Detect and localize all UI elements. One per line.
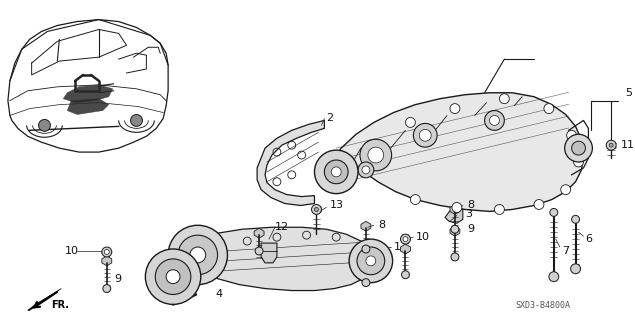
Polygon shape xyxy=(318,93,584,212)
Circle shape xyxy=(573,157,584,167)
Circle shape xyxy=(451,253,459,261)
Circle shape xyxy=(451,225,459,233)
Polygon shape xyxy=(361,221,371,231)
Text: FR.: FR. xyxy=(51,300,69,310)
Circle shape xyxy=(366,140,376,150)
Circle shape xyxy=(314,207,318,212)
Circle shape xyxy=(544,104,554,114)
Circle shape xyxy=(331,167,341,177)
Circle shape xyxy=(178,235,218,275)
Text: 10: 10 xyxy=(65,246,79,256)
Polygon shape xyxy=(361,248,371,258)
Circle shape xyxy=(368,147,384,163)
Circle shape xyxy=(609,143,613,147)
Circle shape xyxy=(360,139,392,171)
Text: 5: 5 xyxy=(625,88,632,98)
Text: 4: 4 xyxy=(216,289,223,299)
Text: 10: 10 xyxy=(415,232,429,242)
Circle shape xyxy=(499,94,509,104)
Polygon shape xyxy=(257,120,324,205)
Text: 11: 11 xyxy=(621,140,635,150)
Polygon shape xyxy=(450,226,460,236)
Circle shape xyxy=(565,134,592,162)
Polygon shape xyxy=(28,289,62,310)
Circle shape xyxy=(357,247,385,275)
Circle shape xyxy=(413,124,437,147)
Text: 6: 6 xyxy=(585,234,592,244)
Text: 8: 8 xyxy=(467,199,474,210)
Text: 8: 8 xyxy=(378,220,385,230)
Circle shape xyxy=(331,167,341,177)
Polygon shape xyxy=(401,244,410,254)
Circle shape xyxy=(366,256,376,266)
Circle shape xyxy=(102,247,112,257)
Circle shape xyxy=(168,225,227,284)
Text: 3: 3 xyxy=(465,209,472,220)
Polygon shape xyxy=(64,85,113,103)
Text: 7: 7 xyxy=(562,246,569,256)
Text: 13: 13 xyxy=(330,199,344,210)
Circle shape xyxy=(606,140,616,150)
Circle shape xyxy=(410,195,420,204)
Circle shape xyxy=(572,215,580,223)
Circle shape xyxy=(166,270,180,284)
Circle shape xyxy=(312,204,321,214)
Polygon shape xyxy=(450,204,460,214)
Circle shape xyxy=(485,110,504,130)
Circle shape xyxy=(561,185,571,195)
Circle shape xyxy=(450,104,460,114)
Circle shape xyxy=(571,264,580,274)
Circle shape xyxy=(362,279,370,287)
Text: 1: 1 xyxy=(394,242,401,252)
Circle shape xyxy=(401,271,410,279)
Circle shape xyxy=(362,166,370,174)
Circle shape xyxy=(39,119,50,131)
Circle shape xyxy=(349,239,392,283)
Circle shape xyxy=(131,115,142,126)
Circle shape xyxy=(104,250,109,254)
Circle shape xyxy=(406,117,415,127)
Circle shape xyxy=(490,116,499,125)
Circle shape xyxy=(358,162,374,178)
Circle shape xyxy=(324,160,348,184)
Circle shape xyxy=(550,208,558,216)
Circle shape xyxy=(156,259,191,294)
Circle shape xyxy=(401,234,410,244)
Circle shape xyxy=(403,237,408,242)
Text: 9: 9 xyxy=(115,274,122,284)
Circle shape xyxy=(534,200,544,210)
Circle shape xyxy=(103,284,110,292)
Polygon shape xyxy=(196,227,374,291)
Text: 12: 12 xyxy=(275,222,289,232)
Polygon shape xyxy=(261,243,277,263)
Circle shape xyxy=(255,247,263,255)
Circle shape xyxy=(572,141,585,155)
Circle shape xyxy=(495,204,504,214)
Polygon shape xyxy=(254,228,264,238)
Text: SXD3-B4800A: SXD3-B4800A xyxy=(516,301,571,310)
Circle shape xyxy=(190,247,206,263)
Circle shape xyxy=(419,129,431,141)
Text: 2: 2 xyxy=(326,114,333,124)
Circle shape xyxy=(566,130,577,140)
Circle shape xyxy=(452,203,462,212)
Circle shape xyxy=(549,272,559,282)
Polygon shape xyxy=(102,256,112,266)
Polygon shape xyxy=(67,99,109,115)
Text: 9: 9 xyxy=(467,224,474,234)
Circle shape xyxy=(314,150,358,194)
Polygon shape xyxy=(445,207,463,223)
Circle shape xyxy=(362,245,370,253)
Circle shape xyxy=(145,249,201,304)
